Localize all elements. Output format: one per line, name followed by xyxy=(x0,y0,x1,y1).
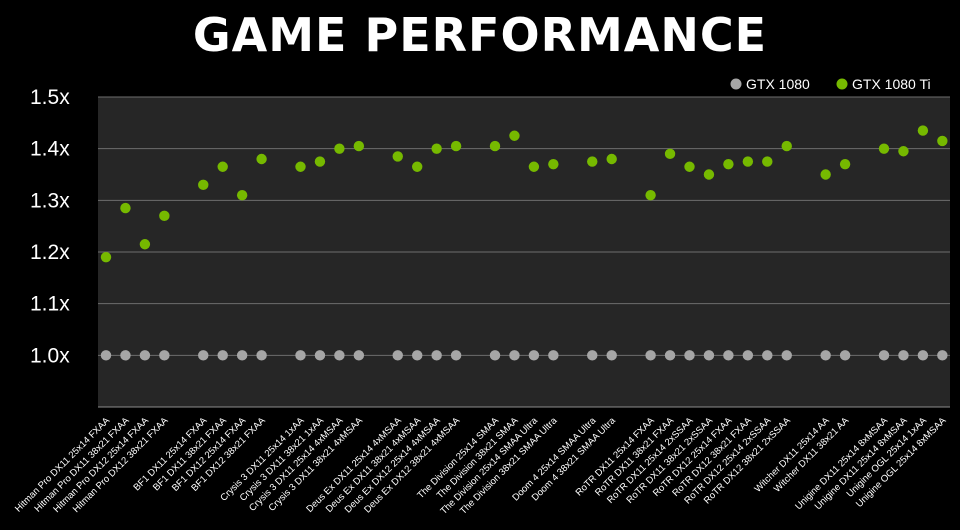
gtx-1080-ti-point xyxy=(314,156,326,167)
gtx-1080-ti-point xyxy=(937,135,948,147)
y-tick-label: 1.2x xyxy=(30,241,70,264)
gtx-1080-ti-point xyxy=(120,202,131,214)
gtx-1080-ti-point xyxy=(917,125,929,136)
gtx-1080-point xyxy=(334,350,345,361)
gtx-1080-ti-point xyxy=(742,156,754,167)
x-tick-label: Unigine OGL 25x14 1xAA xyxy=(845,415,930,500)
y-tick-label: 1.4x xyxy=(30,138,70,161)
gtx-1080-point xyxy=(937,350,948,361)
gtx-1080-point xyxy=(217,350,228,361)
gtx-1080-point xyxy=(606,350,617,361)
gtx-1080-ti-point xyxy=(256,153,267,165)
gtx-1080-point xyxy=(198,350,209,361)
gtx-1080-point xyxy=(917,350,929,361)
gtx-1080-ti-point xyxy=(353,140,365,152)
gtx-1080-ti-point xyxy=(139,239,151,250)
gtx-1080-ti-point xyxy=(548,158,559,170)
gtx-1080-point xyxy=(723,350,734,361)
gtx-1080-ti-point xyxy=(703,169,715,180)
gtx-1080-ti-point xyxy=(839,158,851,170)
gtx-1080-ti-point xyxy=(392,151,403,162)
gtx-1080-point xyxy=(528,350,540,361)
gtx-1080-ti-point xyxy=(762,156,773,167)
gtx-1080-ti-point xyxy=(100,251,112,263)
gtx-1080-point xyxy=(450,350,462,361)
y-tick-label: 1.5x xyxy=(30,86,70,109)
gtx-1080-ti-point xyxy=(334,143,345,154)
gtx-1080-ti-point xyxy=(606,153,617,165)
gtx-1080-point xyxy=(139,350,151,361)
gtx-1080-ti-point xyxy=(509,130,520,141)
gtx-1080-point xyxy=(742,350,754,361)
gtx-1080-ti-point xyxy=(820,169,831,180)
gtx-1080-point xyxy=(664,350,676,361)
gtx-1080-point xyxy=(839,350,851,361)
gtx-1080-ti-point xyxy=(664,148,676,160)
gtx-1080-ti-point xyxy=(159,210,170,222)
legend: GTX 1080 GTX 1080 Ti xyxy=(730,76,931,92)
gtx-1080-ti-point xyxy=(645,189,656,201)
chart-title: GAME PERFORMANCE xyxy=(192,8,768,62)
gtx-1080-point xyxy=(236,350,248,361)
gtx-1080-ti-point xyxy=(898,146,909,157)
gtx-1080-point xyxy=(645,350,656,361)
gtx-1080-point xyxy=(295,350,306,361)
legend-marker xyxy=(836,78,848,90)
gtx-1080-point xyxy=(703,350,715,361)
y-tick-label: 1.0x xyxy=(30,344,70,367)
gtx-1080-ti-point xyxy=(217,161,228,172)
y-tick-label: 1.3x xyxy=(30,189,70,212)
gtx-1080-ti-point xyxy=(587,156,598,167)
gtx-1080-point xyxy=(684,350,695,361)
gtx-1080-ti-point xyxy=(878,143,890,154)
y-axis-ticks: 1.0x 1.1x 1.2x 1.3x 1.4x 1.5x xyxy=(30,86,70,367)
gtx-1080-point xyxy=(548,350,559,361)
gtx-1080-point xyxy=(100,350,112,361)
gtx-1080-point xyxy=(587,350,598,361)
gtx-1080-point xyxy=(159,350,170,361)
gtx-1080-ti-point xyxy=(412,161,423,172)
gtx-1080-point xyxy=(489,350,501,361)
gtx-1080-ti-point xyxy=(431,143,442,154)
gtx-1080-point xyxy=(898,350,909,361)
gtx-1080-point xyxy=(412,350,423,361)
gtx-1080-point xyxy=(878,350,890,361)
legend-marker xyxy=(730,78,742,90)
gtx-1080-point xyxy=(781,350,792,361)
gtx-1080-point xyxy=(509,350,520,361)
gtx-1080-ti-point xyxy=(684,161,695,172)
legend-label: GTX 1080 xyxy=(746,76,810,92)
gtx-1080-point xyxy=(431,350,442,361)
gtx-1080-ti-point xyxy=(489,140,501,152)
gtx-1080-ti-point xyxy=(295,161,306,172)
data-points xyxy=(100,125,948,361)
gtx-1080-point xyxy=(762,350,773,361)
gtx-1080-point xyxy=(820,350,831,361)
gtx-1080-ti-point xyxy=(450,140,462,152)
gtx-1080-point xyxy=(256,350,267,361)
gtx-1080-point xyxy=(120,350,131,361)
gtx-1080-ti-point xyxy=(528,161,540,172)
gtx-1080-ti-point xyxy=(198,179,209,191)
y-tick-label: 1.1x xyxy=(30,293,70,316)
gtx-1080-point xyxy=(314,350,326,361)
legend-label: GTX 1080 Ti xyxy=(852,76,931,92)
gtx-1080-point xyxy=(353,350,365,361)
gtx-1080-ti-point xyxy=(723,158,734,170)
gtx-1080-ti-point xyxy=(781,140,792,152)
gtx-1080-ti-point xyxy=(236,189,248,201)
gtx-1080-point xyxy=(392,350,403,361)
